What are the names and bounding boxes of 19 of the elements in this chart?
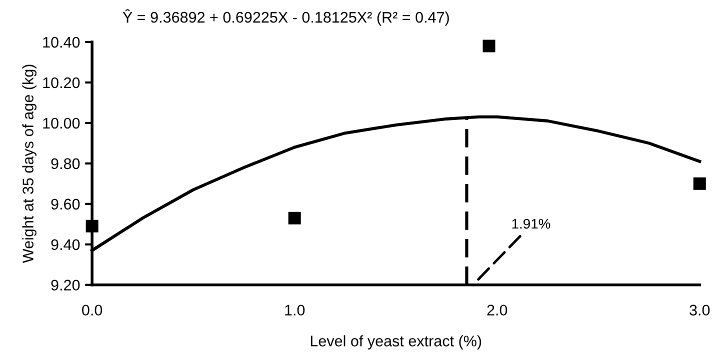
y-tick-label: 9.20 — [51, 280, 80, 291]
chart-title: Ŷ = 9.36892 + 0.69225X - 0.18125X² (R² = 0.47) — [122, 9, 449, 26]
x-tick-label: 2.0 — [487, 304, 508, 316]
y-tick-label: 10.00 — [43, 118, 80, 129]
point — [482, 40, 496, 52]
x-tick-label: 0.0 — [82, 304, 102, 316]
point — [86, 220, 98, 232]
y-tick-label: 10.20 — [43, 77, 80, 88]
x-axis-title: Level of yeast extract (%) — [310, 335, 482, 350]
y-tick-label: 9.80 — [51, 158, 80, 170]
x-tick-label: 1.0 — [285, 304, 305, 316]
y-tick-label: 9.60 — [51, 198, 80, 210]
y-axis-title: Weight at 35 days of age (kg) — [22, 64, 36, 264]
y-tick-label: 9.40 — [51, 239, 80, 250]
point — [693, 177, 706, 190]
annotation: 1.91% — [512, 218, 550, 229]
point — [288, 212, 301, 224]
x-tick-label: 3.0 — [690, 304, 710, 316]
y-tick-label: 10.40 — [43, 36, 80, 48]
